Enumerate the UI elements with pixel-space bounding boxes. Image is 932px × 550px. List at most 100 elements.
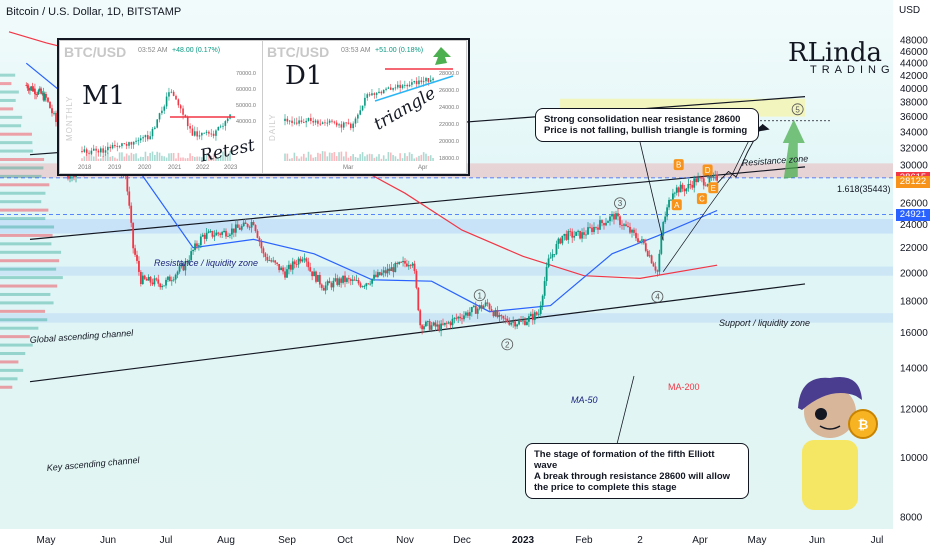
candle-body	[190, 251, 193, 261]
inset-volume-bar	[350, 156, 352, 161]
volume-profile-bar	[0, 233, 53, 237]
inset-volume-bar	[95, 153, 97, 161]
inset-volume-bar	[347, 157, 350, 161]
candle-body	[330, 283, 333, 288]
logo-mark: RLinda	[788, 38, 883, 68]
inset-volume-bar	[116, 158, 119, 161]
inset-m1-y-tick: 70000.0	[236, 71, 256, 77]
inset-candle-body	[125, 144, 128, 146]
candle-body	[553, 254, 556, 255]
inset-volume-bar	[109, 156, 111, 161]
inset-m1-title: BTC/USD	[64, 44, 127, 60]
inset-candle-body	[375, 93, 378, 95]
candle-body	[223, 230, 225, 233]
candle-body	[457, 316, 460, 319]
inset-volume-bar	[175, 158, 177, 161]
candle-body	[413, 263, 416, 272]
key-channel-line	[29, 283, 806, 383]
inset-volume-bar	[366, 154, 369, 161]
inset-d1-green-arrow	[433, 47, 451, 65]
candle-body	[207, 231, 210, 233]
candle-body	[451, 318, 454, 326]
inset-volume-bar	[373, 157, 376, 161]
candle-body	[242, 222, 245, 227]
candle-body	[432, 322, 435, 326]
inset-volume-bar	[165, 157, 168, 161]
global-channel-label: Global ascending channel	[29, 328, 134, 345]
candle-body	[221, 232, 224, 235]
candle-body	[246, 223, 249, 227]
inset-m1-chart: 2018 2019 2020 2021 2022 2023 70000.0 60000.0 50…	[78, 71, 256, 171]
inset-volume-bar	[194, 157, 196, 161]
x-tick-label: May	[37, 535, 56, 546]
candle-body	[599, 220, 601, 230]
candle-body	[266, 256, 269, 261]
candle-body	[336, 278, 339, 285]
candle-body	[47, 97, 49, 102]
volume-profile-bar	[0, 318, 48, 322]
candle-body	[165, 279, 167, 286]
candle-body	[514, 321, 517, 327]
inset-volume-bar	[415, 157, 418, 161]
inset-volume-bar	[382, 155, 385, 161]
inset-d1-x-tick: Apr	[418, 165, 427, 171]
candle-body	[209, 231, 212, 232]
inset-candle-body	[418, 80, 420, 85]
x-tick-label: Jun	[809, 535, 825, 546]
candle-body	[344, 275, 346, 282]
volume-profile-bar	[0, 124, 22, 128]
candle-body	[504, 318, 507, 320]
candle-body	[349, 279, 352, 281]
y-tick-label: 32000	[900, 143, 928, 154]
x-tick-label: Nov	[396, 535, 414, 546]
candle-body	[482, 305, 485, 309]
volume-profile-bar	[0, 292, 51, 296]
inset-candle-body	[92, 148, 95, 151]
volume-profile-bar	[0, 250, 62, 254]
currency-label: USD	[899, 5, 921, 16]
inset-volume-bar	[432, 157, 434, 161]
candle-body	[442, 323, 444, 325]
candle-body	[559, 238, 562, 244]
inset-candle-body	[432, 78, 434, 81]
candle-body	[227, 235, 229, 237]
inset-candle-body	[137, 140, 140, 142]
candle-body	[299, 258, 302, 262]
candle-body	[176, 271, 179, 275]
candle-body	[601, 220, 603, 224]
inset-volume-bar	[208, 153, 210, 161]
inset-volume-bar	[387, 152, 390, 161]
y-tick-label: 48000	[900, 36, 928, 47]
inset-volume-bar	[88, 155, 90, 161]
inset-volume-bar	[284, 153, 286, 161]
inset-volume-bar	[401, 158, 404, 161]
candle-body	[155, 278, 158, 280]
candle-body	[650, 255, 653, 264]
candle-body	[619, 216, 621, 225]
logo-sub: TRADING	[810, 64, 895, 76]
candle-body	[467, 312, 469, 316]
inset-candle-body	[149, 136, 151, 140]
candle-body	[396, 262, 399, 264]
candle-body	[141, 275, 144, 285]
candle-body	[215, 232, 218, 236]
candle-body	[603, 223, 605, 226]
inset-candle-body	[371, 93, 373, 96]
volume-profile-bar	[0, 301, 54, 305]
candle-body	[340, 278, 343, 283]
x-tick-label: Aug	[217, 535, 235, 546]
inset-volume-bar	[196, 156, 198, 161]
inset-volume-bar	[408, 152, 411, 161]
inset-volume-bar	[226, 154, 229, 161]
inset-candle-body	[382, 89, 385, 94]
candle-body	[488, 303, 491, 310]
candle-body	[685, 188, 688, 192]
candle-body	[537, 313, 540, 315]
candle-body	[274, 260, 277, 263]
candle-body	[262, 248, 265, 254]
inset-candle-body	[411, 82, 413, 85]
elliott-wave-marker	[651, 290, 664, 303]
inset-m1-x-tick: 2023	[224, 165, 238, 171]
elliott-wave-label: 3	[618, 199, 623, 208]
inset-candle-body	[168, 92, 170, 97]
